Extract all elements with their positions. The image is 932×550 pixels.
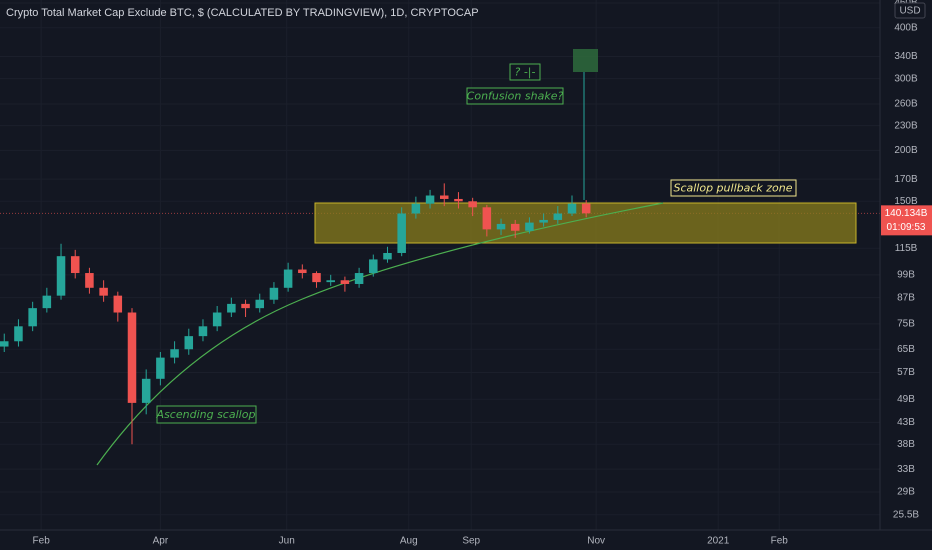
y-tick-label: 87B [897,292,915,303]
candle-body [312,273,321,283]
y-tick-label: 99B [897,269,915,280]
x-tick-label: 2021 [707,536,730,547]
x-tick-label: Apr [153,536,169,547]
grid [0,212,880,214]
candle-body [440,195,449,199]
y-tick-label: 230B [894,120,918,131]
x-tick-label: Jun [279,536,295,547]
candle-body [553,213,563,220]
candle-body [510,223,520,231]
candle-body [397,213,406,253]
candle-body [468,201,477,208]
candle-body [496,223,506,230]
y-tick-label: 260B [894,99,918,110]
candle-body [99,287,108,296]
y-tick-label: 150B [894,196,918,207]
annotation: Scallop pullback zone [673,182,792,195]
y-tick-label: 25.5B [893,509,919,520]
candle-body [255,299,264,309]
candle-body [354,273,364,284]
y-tick-label: 29B [897,487,915,498]
currency-box [894,2,926,19]
candle-body [525,222,534,231]
y-tick-label: 43B [897,417,915,428]
candle-body [0,341,9,347]
x-tick-label: Sep [462,536,480,547]
annotation-box [156,405,257,424]
spike-box [573,49,598,72]
candle-body [170,349,179,358]
candle-body [411,203,421,214]
candle-body [269,287,279,300]
candle-body [156,357,165,379]
currency: USD [899,6,920,17]
candle-body [141,378,151,403]
candle-body [383,252,392,260]
candle-body [369,259,378,274]
price-axis [880,0,932,550]
y-tick-label: 400B [894,22,918,33]
candle-body [298,269,307,274]
candle-body [241,303,250,309]
axes: 460B400B340B300B260B230B200B170B150B115B… [33,0,932,547]
annotation-box [466,87,564,105]
candle-body [212,312,222,327]
annotation: Ascending scallop [156,408,256,421]
y-tick-label: 200B [894,145,918,156]
annotation-box [509,63,541,81]
price-tag-label: 140.134B [885,208,928,219]
y-tick-label: 57B [897,367,915,378]
candle-body [85,273,94,288]
x-tick-label: Nov [587,536,605,547]
y-tick-label: 170B [894,174,918,185]
candle-body [198,326,208,337]
chart-title: Crypto Total Market Cap Exclude BTC, $ (… [6,7,479,19]
annotation-box [670,179,797,197]
candle-body [127,312,137,403]
candle-body [70,256,80,274]
candle-body [425,195,435,204]
candle-body [539,219,548,223]
y-tick-label: 340B [894,51,918,62]
y-tick-label: 49B [897,394,915,405]
x-tick-label: Feb [33,536,51,547]
candle-body [14,326,23,342]
candle-body [454,198,463,202]
y-tick-label: 38B [897,439,915,450]
candle-body [283,269,293,288]
candle-body [227,303,236,313]
x-tick-label: Aug [400,536,418,547]
y-tick-label: 115B [895,243,918,254]
candle-body [482,207,492,230]
candle-body [42,295,52,309]
y-tick-label: 300B [894,73,918,84]
annotation: Confusion shake? [467,90,564,103]
candle-body [567,203,577,214]
candle-body [326,280,335,283]
y-tick-label: 65B [897,344,915,355]
y-tick-label: 33B [897,464,915,475]
countdown: 01:09:53 [887,222,926,233]
candle-body [184,336,194,350]
candle-body [581,203,591,214]
candles [0,183,591,445]
candle-body [28,308,37,327]
annotation: ? -|- [515,66,536,79]
price-tag [881,205,932,236]
y-tick-label: 75B [897,319,915,330]
candle-body [113,295,123,313]
candle-body [56,256,66,296]
candle-body [340,280,350,284]
x-tick-label: Feb [771,536,789,547]
